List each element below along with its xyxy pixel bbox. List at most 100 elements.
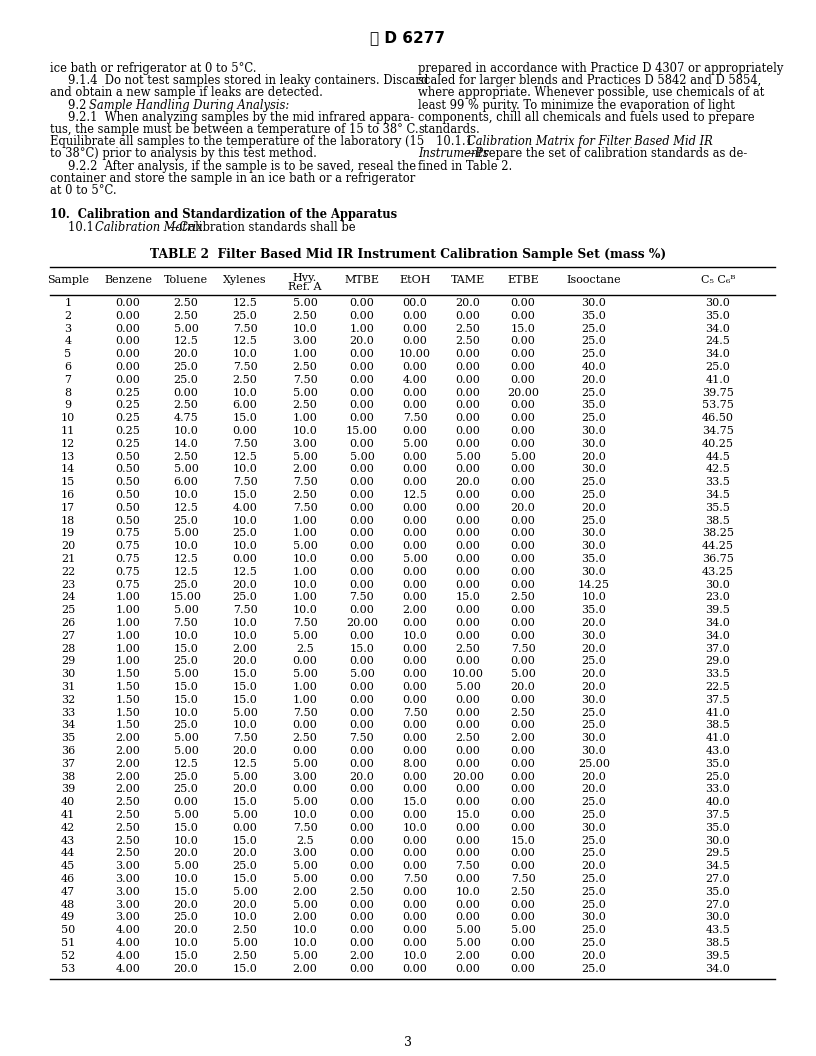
Text: ETBE: ETBE — [507, 275, 539, 285]
Text: 3.00: 3.00 — [116, 887, 140, 897]
Text: Equilibrate all samples to the temperature of the laboratory (15: Equilibrate all samples to the temperatu… — [50, 135, 424, 148]
Text: 7.50: 7.50 — [293, 618, 317, 628]
Text: 35.0: 35.0 — [706, 310, 730, 321]
Text: 0.00: 0.00 — [455, 490, 481, 499]
Text: 0.00: 0.00 — [349, 554, 375, 564]
Text: 0.00: 0.00 — [455, 375, 481, 384]
Text: 10.1: 10.1 — [68, 221, 101, 233]
Text: 7.50: 7.50 — [293, 477, 317, 487]
Text: 1.00: 1.00 — [116, 605, 140, 616]
Text: TAME: TAME — [451, 275, 486, 285]
Text: 25.0: 25.0 — [582, 350, 606, 359]
Text: at 0 to 5°C.: at 0 to 5°C. — [50, 184, 117, 197]
Text: 0.00: 0.00 — [349, 925, 375, 936]
Text: 5.00: 5.00 — [402, 439, 428, 449]
Text: 0.00: 0.00 — [402, 388, 428, 398]
Text: 0.00: 0.00 — [455, 657, 481, 666]
Text: 0.00: 0.00 — [402, 772, 428, 781]
Text: 7.50: 7.50 — [293, 503, 317, 513]
Text: MTBE: MTBE — [344, 275, 379, 285]
Text: 10.0: 10.0 — [233, 618, 257, 628]
Text: 5.00: 5.00 — [174, 862, 198, 871]
Text: 30.0: 30.0 — [582, 528, 606, 539]
Text: 2.00: 2.00 — [116, 759, 140, 769]
Text: 33.5: 33.5 — [706, 670, 730, 679]
Text: 3.00: 3.00 — [116, 900, 140, 909]
Text: 5.00: 5.00 — [293, 797, 317, 807]
Text: least 99 % purity. To minimize the evaporation of light: least 99 % purity. To minimize the evapo… — [418, 98, 735, 112]
Text: 5.00: 5.00 — [293, 759, 317, 769]
Text: 0.00: 0.00 — [511, 963, 535, 974]
Text: 12.5: 12.5 — [174, 759, 198, 769]
Text: 10.0: 10.0 — [402, 630, 428, 641]
Text: 34.0: 34.0 — [706, 630, 730, 641]
Text: 45: 45 — [61, 862, 75, 871]
Text: 21: 21 — [61, 554, 75, 564]
Text: 20.00: 20.00 — [452, 772, 484, 781]
Text: 14.0: 14.0 — [174, 439, 198, 449]
Text: 25.0: 25.0 — [582, 797, 606, 807]
Text: 37: 37 — [61, 759, 75, 769]
Text: 4.75: 4.75 — [174, 413, 198, 423]
Text: 10.0: 10.0 — [293, 554, 317, 564]
Text: 30.0: 30.0 — [582, 465, 606, 474]
Text: 1: 1 — [64, 298, 72, 308]
Text: Sample Handling During Analysis:: Sample Handling During Analysis: — [89, 98, 289, 112]
Text: 1.00: 1.00 — [293, 695, 317, 704]
Text: 15.00: 15.00 — [346, 426, 378, 436]
Text: 0.00: 0.00 — [402, 963, 428, 974]
Text: 2.50: 2.50 — [116, 835, 140, 846]
Text: 0.00: 0.00 — [511, 695, 535, 704]
Text: 5.00: 5.00 — [293, 298, 317, 308]
Text: 0.00: 0.00 — [511, 605, 535, 616]
Text: 0.00: 0.00 — [455, 503, 481, 513]
Text: 2.50: 2.50 — [116, 848, 140, 859]
Text: 2.50: 2.50 — [293, 490, 317, 499]
Text: 3.00: 3.00 — [293, 337, 317, 346]
Text: 25.0: 25.0 — [706, 362, 730, 372]
Text: 2.00: 2.00 — [293, 887, 317, 897]
Text: 14.25: 14.25 — [578, 580, 610, 589]
Text: 20.0: 20.0 — [174, 963, 198, 974]
Text: 2.50: 2.50 — [455, 337, 481, 346]
Text: 9.1.4  Do not test samples stored in leaky containers. Discard: 9.1.4 Do not test samples stored in leak… — [68, 74, 428, 88]
Text: 10.0: 10.0 — [455, 887, 481, 897]
Text: 30.0: 30.0 — [582, 541, 606, 551]
Text: Benzene: Benzene — [104, 275, 152, 285]
Text: 42.5: 42.5 — [706, 465, 730, 474]
Text: 41.0: 41.0 — [706, 708, 730, 718]
Text: 40.0: 40.0 — [706, 797, 730, 807]
Text: 3.00: 3.00 — [116, 912, 140, 922]
Text: 2.00: 2.00 — [293, 465, 317, 474]
Text: 38.5: 38.5 — [706, 938, 730, 948]
Text: 38.5: 38.5 — [706, 515, 730, 526]
Text: 0.00: 0.00 — [349, 490, 375, 499]
Text: 0.00: 0.00 — [511, 375, 535, 384]
Text: 2.5: 2.5 — [296, 643, 314, 654]
Text: 20.0: 20.0 — [582, 682, 606, 692]
Text: 0.00: 0.00 — [349, 465, 375, 474]
Text: 2.50: 2.50 — [511, 708, 535, 718]
Text: 5.00: 5.00 — [511, 925, 535, 936]
Text: 0.25: 0.25 — [116, 426, 140, 436]
Text: 0.00: 0.00 — [174, 388, 198, 398]
Text: 2.00: 2.00 — [116, 785, 140, 794]
Text: 0.00: 0.00 — [455, 400, 481, 411]
Text: 0.25: 0.25 — [116, 400, 140, 411]
Text: 0.00: 0.00 — [511, 772, 535, 781]
Text: 0.00: 0.00 — [511, 759, 535, 769]
Text: 5.00: 5.00 — [402, 554, 428, 564]
Text: and obtain a new sample if leaks are detected.: and obtain a new sample if leaks are det… — [50, 87, 323, 99]
Text: 15.00: 15.00 — [170, 592, 202, 602]
Text: 25.0: 25.0 — [174, 912, 198, 922]
Text: 4.00: 4.00 — [116, 938, 140, 948]
Text: 7.50: 7.50 — [233, 733, 257, 743]
Text: 6.00: 6.00 — [174, 477, 198, 487]
Text: 0.00: 0.00 — [402, 337, 428, 346]
Text: 34: 34 — [61, 720, 75, 731]
Text: 10.0: 10.0 — [233, 720, 257, 731]
Text: 0.00: 0.00 — [349, 605, 375, 616]
Text: 3: 3 — [64, 323, 72, 334]
Text: 40.0: 40.0 — [582, 362, 606, 372]
Text: 0.00: 0.00 — [511, 426, 535, 436]
